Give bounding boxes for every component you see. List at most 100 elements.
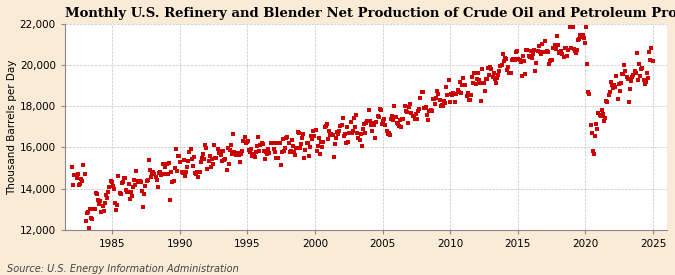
- Point: [232, 150, 243, 155]
- Point: [614, 81, 624, 86]
- Point: [97, 204, 108, 208]
- Point: [272, 141, 283, 145]
- Point: [157, 172, 168, 177]
- Point: [558, 54, 569, 59]
- Point: [408, 114, 419, 118]
- Point: [282, 135, 293, 139]
- Point: [523, 54, 534, 58]
- Point: [461, 93, 472, 98]
- Point: [146, 170, 157, 175]
- Point: [301, 141, 312, 145]
- Point: [439, 99, 450, 103]
- Point: [82, 210, 93, 214]
- Point: [331, 136, 342, 140]
- Point: [79, 172, 90, 176]
- Point: [277, 137, 288, 141]
- Point: [165, 198, 176, 202]
- Point: [564, 17, 574, 22]
- Point: [74, 182, 84, 187]
- Point: [560, 45, 571, 50]
- Point: [143, 158, 154, 162]
- Y-axis label: Thousand Barrels per Day: Thousand Barrels per Day: [7, 59, 17, 194]
- Point: [632, 78, 643, 82]
- Point: [331, 130, 342, 134]
- Point: [128, 184, 138, 189]
- Point: [619, 63, 630, 67]
- Point: [639, 82, 650, 86]
- Point: [257, 142, 268, 147]
- Point: [122, 190, 133, 195]
- Point: [111, 208, 122, 213]
- Point: [219, 158, 230, 162]
- Point: [540, 39, 551, 43]
- Point: [318, 140, 329, 144]
- Point: [472, 71, 483, 75]
- Point: [352, 131, 362, 135]
- Point: [491, 81, 502, 86]
- Point: [109, 200, 120, 205]
- Point: [154, 171, 165, 175]
- Point: [417, 90, 428, 95]
- Point: [471, 76, 482, 81]
- Point: [547, 58, 558, 62]
- Point: [319, 125, 330, 129]
- Point: [299, 156, 310, 160]
- Point: [345, 120, 356, 124]
- Point: [501, 57, 512, 61]
- Point: [607, 83, 618, 88]
- Point: [334, 129, 345, 134]
- Point: [254, 148, 265, 153]
- Point: [119, 176, 130, 180]
- Point: [304, 154, 315, 158]
- Point: [70, 173, 81, 178]
- Point: [338, 116, 348, 120]
- Point: [166, 170, 177, 174]
- Point: [164, 161, 175, 165]
- Point: [610, 85, 621, 89]
- Point: [618, 72, 628, 76]
- Point: [414, 107, 425, 112]
- Point: [491, 76, 502, 81]
- Point: [342, 125, 352, 129]
- Point: [405, 101, 416, 106]
- Point: [238, 139, 249, 144]
- Point: [562, 54, 572, 59]
- Point: [396, 125, 406, 130]
- Point: [221, 167, 232, 172]
- Point: [587, 131, 597, 136]
- Point: [208, 161, 219, 166]
- Point: [101, 193, 111, 198]
- Point: [464, 97, 475, 102]
- Point: [289, 150, 300, 154]
- Point: [113, 174, 124, 178]
- Point: [279, 146, 290, 150]
- Point: [190, 170, 200, 175]
- Point: [456, 90, 466, 95]
- Point: [634, 62, 645, 66]
- Text: Monthly U.S. Refinery and Blender Net Production of Crude Oil and Petroleum Prod: Monthly U.S. Refinery and Blender Net Pr…: [65, 7, 675, 20]
- Point: [636, 66, 647, 71]
- Point: [449, 92, 460, 97]
- Point: [296, 142, 306, 147]
- Point: [176, 170, 187, 175]
- Point: [222, 145, 233, 150]
- Point: [169, 166, 180, 170]
- Point: [198, 152, 209, 157]
- Point: [388, 117, 399, 122]
- Point: [124, 197, 135, 201]
- Point: [133, 180, 144, 185]
- Point: [136, 189, 147, 193]
- Point: [620, 69, 631, 73]
- Point: [242, 139, 253, 143]
- Point: [526, 56, 537, 60]
- Point: [508, 57, 518, 62]
- Point: [469, 71, 480, 75]
- Point: [273, 155, 284, 160]
- Point: [246, 146, 256, 151]
- Point: [353, 136, 364, 140]
- Point: [437, 103, 448, 107]
- Point: [383, 131, 394, 135]
- Point: [184, 150, 195, 154]
- Point: [634, 74, 645, 78]
- Point: [116, 180, 127, 185]
